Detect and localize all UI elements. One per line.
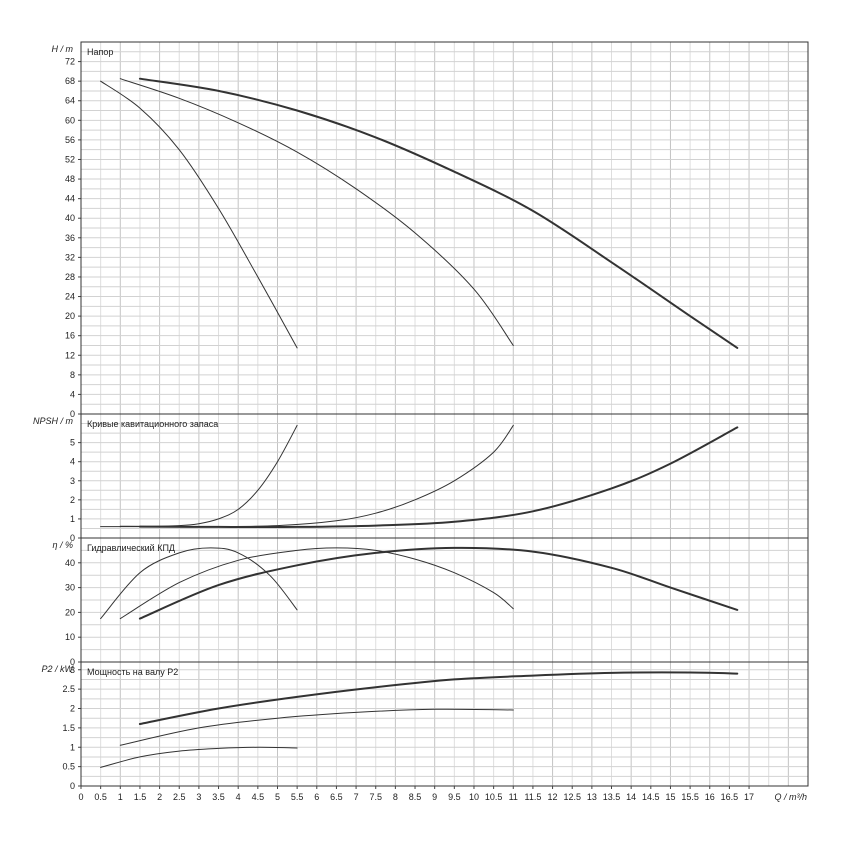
y-tick-label: 1 bbox=[70, 742, 75, 752]
series-line bbox=[100, 746, 298, 768]
series-line bbox=[119, 547, 514, 620]
x-tick-label: 5 bbox=[275, 792, 280, 802]
x-tick-label: 3.5 bbox=[212, 792, 225, 802]
x-tick-label: 14 bbox=[626, 792, 636, 802]
y-tick-label: 0.5 bbox=[62, 762, 75, 772]
y-axis-label: H / m bbox=[52, 44, 74, 54]
x-tick-label: 15.5 bbox=[681, 792, 699, 802]
y-tick-label: 60 bbox=[65, 115, 75, 125]
panel-frame bbox=[80, 661, 809, 787]
panel-title: Мощность на валу P2 bbox=[87, 667, 178, 677]
y-axis-label: P2 / kW bbox=[41, 664, 74, 674]
series-line bbox=[138, 426, 739, 529]
y-tick-label: 44 bbox=[65, 194, 75, 204]
y-tick-label: 40 bbox=[65, 213, 75, 223]
x-tick-label: 16.5 bbox=[721, 792, 739, 802]
x-tick-label: 17 bbox=[744, 792, 754, 802]
y-tick-label: 1.5 bbox=[62, 723, 75, 733]
x-tick-label: 12 bbox=[548, 792, 558, 802]
y-tick-label: 20 bbox=[65, 607, 75, 617]
y-tick-label: 2.5 bbox=[62, 684, 75, 694]
y-tick-label: 16 bbox=[65, 331, 75, 341]
y-tick-label: 0 bbox=[70, 781, 75, 791]
x-tick-label: 12.5 bbox=[563, 792, 581, 802]
y-tick-label: 4 bbox=[70, 389, 75, 399]
y-tick-label: 4 bbox=[70, 457, 75, 467]
y-tick-label: 72 bbox=[65, 57, 75, 67]
y-tick-label: 0 bbox=[70, 657, 75, 667]
y-tick-label: 68 bbox=[65, 76, 75, 86]
x-tick-label: 4.5 bbox=[252, 792, 265, 802]
series-line bbox=[138, 77, 739, 349]
x-tick-label: 11.5 bbox=[524, 792, 541, 802]
panel-title: Напор bbox=[87, 47, 113, 57]
y-tick-label: 20 bbox=[65, 311, 75, 321]
y-tick-label: 1 bbox=[70, 514, 75, 524]
y-tick-label: 3 bbox=[70, 476, 75, 486]
x-tick-label: 5.5 bbox=[291, 792, 304, 802]
y-tick-label: 36 bbox=[65, 233, 75, 243]
series-line bbox=[119, 78, 514, 346]
y-tick-label: 24 bbox=[65, 292, 75, 302]
y-tick-label: 30 bbox=[65, 583, 75, 593]
x-tick-label: 0 bbox=[78, 792, 83, 802]
x-tick-label: 3 bbox=[196, 792, 201, 802]
x-tick-label: 2 bbox=[157, 792, 162, 802]
series-line bbox=[100, 547, 298, 620]
x-tick-label: 6.5 bbox=[330, 792, 343, 802]
x-tick-label: 10 bbox=[469, 792, 479, 802]
x-tick-label: 11 bbox=[509, 792, 518, 802]
series-line bbox=[138, 546, 739, 620]
x-tick-label: 1 bbox=[118, 792, 123, 802]
y-tick-label: 8 bbox=[70, 370, 75, 380]
x-tick-label: 16 bbox=[705, 792, 715, 802]
y-tick-label: 2 bbox=[70, 495, 75, 505]
series-line bbox=[119, 708, 514, 746]
x-tick-label: 13 bbox=[587, 792, 597, 802]
y-tick-label: 56 bbox=[65, 135, 75, 145]
x-tick-label: 2.5 bbox=[173, 792, 186, 802]
panel-title: Гидравлический КПД bbox=[87, 543, 175, 553]
y-tick-label: 3 bbox=[70, 665, 75, 675]
y-tick-label: 10 bbox=[65, 632, 75, 642]
x-tick-label: 9 bbox=[432, 792, 437, 802]
x-tick-label: 1.5 bbox=[134, 792, 147, 802]
y-tick-label: 12 bbox=[65, 350, 75, 360]
x-tick-label: 9.5 bbox=[448, 792, 461, 802]
y-tick-label: 0 bbox=[70, 533, 75, 543]
x-tick-label: 7.5 bbox=[369, 792, 382, 802]
series-line bbox=[138, 671, 739, 725]
y-tick-label: 48 bbox=[65, 174, 75, 184]
y-tick-label: 0 bbox=[70, 409, 75, 419]
x-tick-label: 10.5 bbox=[485, 792, 503, 802]
x-tick-label: 8 bbox=[393, 792, 398, 802]
x-tick-label: 15 bbox=[665, 792, 675, 802]
x-tick-label: 0.5 bbox=[94, 792, 107, 802]
y-tick-label: 5 bbox=[70, 438, 75, 448]
x-tick-label: 8.5 bbox=[409, 792, 422, 802]
x-axis-label: Q / m³/h bbox=[774, 792, 807, 802]
y-axis-label: NPSH / m bbox=[33, 416, 74, 426]
series-line bbox=[100, 80, 298, 349]
x-tick-label: 14.5 bbox=[642, 792, 660, 802]
x-tick-label: 7 bbox=[354, 792, 359, 802]
y-tick-label: 40 bbox=[65, 558, 75, 568]
x-tick-label: 4 bbox=[236, 792, 241, 802]
y-tick-label: 28 bbox=[65, 272, 75, 282]
y-tick-label: 64 bbox=[65, 96, 75, 106]
panel-title: Кривые кавитационного запаса bbox=[87, 419, 218, 429]
y-tick-label: 32 bbox=[65, 252, 75, 262]
y-tick-label: 2 bbox=[70, 704, 75, 714]
y-tick-label: 52 bbox=[65, 154, 75, 164]
x-tick-label: 6 bbox=[314, 792, 319, 802]
x-tick-label: 13.5 bbox=[603, 792, 621, 802]
y-axis-label: η / % bbox=[52, 540, 73, 550]
